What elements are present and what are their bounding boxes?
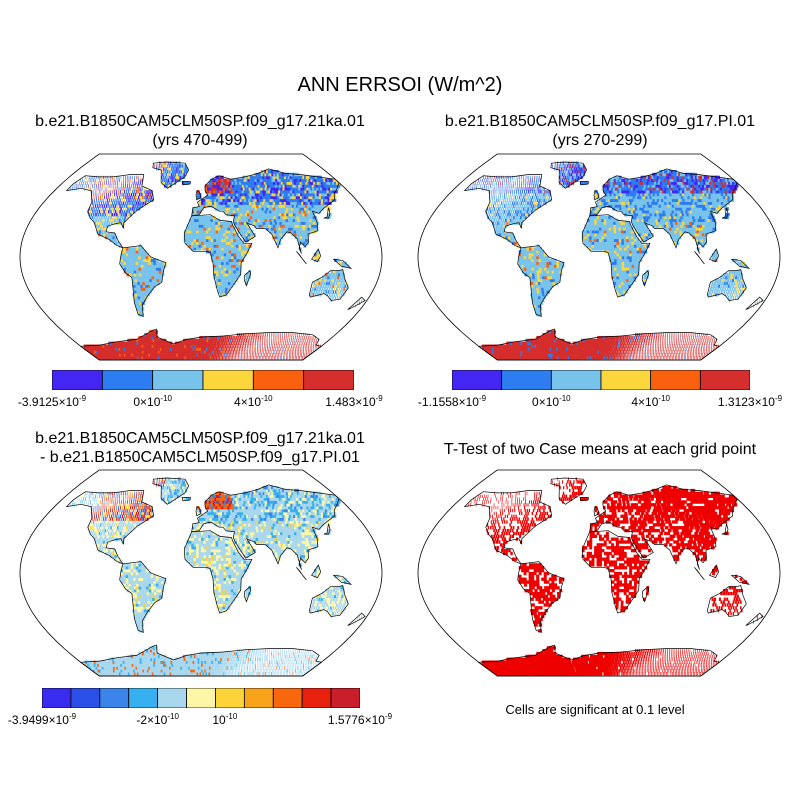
panel1-svg: [19, 153, 383, 361]
panel3-colorbar-label: -3.9499×10-9: [7, 712, 77, 727]
panel3-title-minus-case: - b.e21.B1850CAM5CLM50SP.f09_g17.PI.01: [40, 449, 360, 466]
panel3-colorbar-swatch: [99, 687, 130, 709]
panel3-coastlines: [65, 477, 366, 677]
panel3-colorbar-swatch: [301, 687, 332, 709]
panel2-colorbar-swatch: [501, 369, 552, 391]
panel3-map: [18, 468, 384, 678]
panel4-coastlines: [463, 477, 764, 677]
panel3-svg: [19, 469, 383, 677]
panel3-colorbar-label: -2×10-10: [136, 712, 179, 727]
panel2-colorbar-swatch: [600, 369, 652, 391]
panel1-colorbar-swatch: [51, 369, 103, 391]
panel2-colorbar-swatch: [451, 369, 503, 391]
figure-title: ANN ERRSOI (W/m^2): [297, 74, 503, 96]
panel1-colorbar-label: 0×10-10: [133, 394, 172, 409]
panel4-significance-map: [416, 468, 782, 678]
panel3-colorbar-swatch: [41, 687, 72, 709]
panel3-colorbar-label: 10-10: [212, 712, 238, 727]
panel2-colorbar: [451, 369, 751, 391]
panel1-coastlines: [65, 161, 366, 361]
panel1-colorbar-label: 4×10-10: [234, 394, 273, 409]
panel3-colorbar-label: 1.5776×10-9: [327, 712, 393, 727]
panel3-colorbar-swatch: [128, 687, 159, 709]
panel3-title-case: b.e21.B1850CAM5CLM50SP.f09_g17.21ka.01: [35, 430, 365, 447]
panel3-colorbar-swatch: [157, 687, 187, 709]
panel2-colorbar-label: 1.3123×10-9: [717, 394, 783, 409]
panel3-colorbar-swatch: [215, 687, 245, 709]
panel2-coastlines: [463, 161, 764, 361]
panel3-colorbar-swatch: [330, 687, 361, 709]
panel3-grid-cells: [69, 477, 365, 676]
panel2-map: [416, 152, 782, 362]
panel4-grid-cells: [467, 477, 763, 676]
panel2-title-case: b.e21.B1850CAM5CLM50SP.f09_g17.PI.01: [444, 113, 756, 130]
panel2-colorbar-label: 0×10-10: [532, 394, 571, 409]
panel1-colorbar-label: -3.9125×10-9: [17, 394, 87, 409]
panel1-grid-cells: [69, 161, 365, 360]
panel1-colorbar-swatch: [202, 369, 254, 391]
panel1-map: [18, 152, 384, 362]
panel3-colorbar: [41, 687, 361, 709]
panel1-colorbar-swatch: [303, 369, 355, 391]
panel2-colorbar-label: 4×10-10: [631, 394, 670, 409]
panel2-colorbar-label: -1.1558×10-9: [417, 394, 487, 409]
panel1-colorbar-label: 1.483×10-9: [325, 394, 383, 409]
panel2-grid-cells: [467, 161, 763, 360]
significance-note: Cells are significant at 0.1 level: [505, 702, 685, 717]
panel3-colorbar-swatch: [186, 687, 216, 709]
panel2-colorbar-swatch: [550, 369, 602, 391]
panel1-title-case: b.e21.B1850CAM5CLM50SP.f09_g17.21ka.01: [35, 113, 365, 130]
panel1-colorbar-swatch: [252, 369, 305, 391]
panel2-svg: [417, 153, 781, 361]
panel3-colorbar-swatch: [243, 687, 274, 709]
panel1-colorbar: [51, 369, 355, 391]
panel4-title: T-Test of two Case means at each grid po…: [443, 441, 757, 458]
panel2-colorbar-swatch: [650, 369, 701, 391]
panel2-title-years: (yrs 270-299): [552, 132, 648, 149]
panel3-colorbar-swatch: [70, 687, 101, 709]
panel3-colorbar-swatch: [272, 687, 303, 709]
panel1-colorbar-swatch: [101, 369, 154, 391]
panel4-svg: [417, 469, 781, 677]
panel2-colorbar-swatch: [699, 369, 751, 391]
panel1-title-years: (yrs 470-499): [152, 132, 248, 149]
panel1-colorbar-swatch: [152, 369, 204, 391]
